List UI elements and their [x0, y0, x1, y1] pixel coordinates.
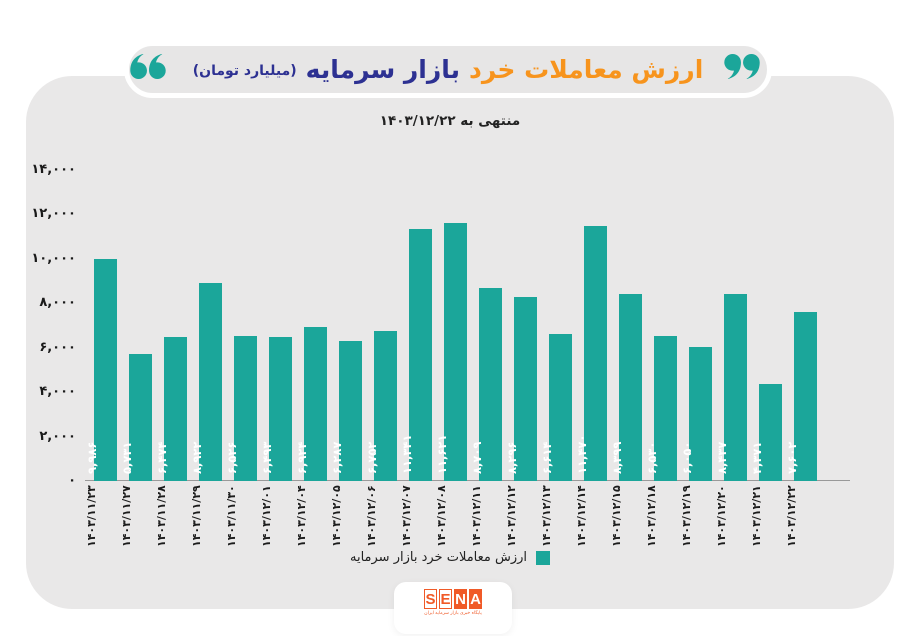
bar	[654, 335, 677, 481]
bar	[724, 293, 747, 481]
x-axis-tick-label: ۱۴۰۳/۱۲/۱۱	[469, 485, 483, 547]
bar-value-label: ۱۱,۳۴۱	[399, 434, 414, 474]
x-axis-tick-label: ۱۴۰۳/۱۱/۲۸	[154, 485, 168, 547]
bar-value-label: ۶,۵۲۶	[224, 441, 239, 474]
bar-value-label: ۶,۷۵۲	[364, 441, 379, 474]
x-axis-tick-label: ۱۴۰۳/۱۲/۰۸	[434, 485, 448, 547]
page-title-unit: (میلیارد تومان)	[192, 63, 297, 79]
bar-value-label: ۸,۳۹۹	[609, 441, 624, 474]
bar-value-label: ۱۱,۴۷۰	[574, 434, 589, 474]
logo-letter-n: N	[454, 589, 467, 609]
bar-value-label: ۸,۹۲۲	[189, 441, 204, 474]
bar-value-label: ۱۱,۶۲۱	[434, 434, 449, 474]
bar	[234, 336, 257, 481]
y-axis-tick-label: ۸,۰۰۰	[39, 295, 76, 311]
x-axis-tick-label: ۱۴۰۳/۱۲/۱۵	[609, 485, 623, 547]
y-axis-tick-label: ۴,۰۰۰	[39, 384, 76, 400]
bar-value-label: ۶,۴۹۳	[259, 441, 274, 474]
bar-value-label: ۶,۰۵۰	[679, 441, 694, 474]
logo-letter-a: A	[469, 589, 482, 609]
bar-value-label: ۸,۴۳۷	[714, 441, 729, 474]
y-axis-tick-label: ۶,۰۰۰	[39, 339, 76, 355]
bar	[759, 383, 782, 481]
bar-value-label: ۸,۲۹۶	[504, 441, 519, 474]
x-axis-tick-label: ۱۴۰۳/۱۲/۰۱	[259, 485, 273, 547]
bar-value-label: ۶,۶۱۴	[539, 441, 554, 474]
bar	[374, 331, 397, 481]
bar-value-label: ۶,۲۸۷	[329, 441, 344, 474]
sena-logo: S E N A پایگاه خبری بازار سرمایه ایران	[394, 582, 512, 634]
bar	[409, 229, 432, 481]
logo-tagline: پایگاه خبری بازار سرمایه ایران	[424, 611, 482, 616]
bar	[619, 294, 642, 481]
bar	[794, 312, 817, 481]
bar-value-label: ۷,۶۰۲	[784, 441, 799, 474]
y-axis-tick-label: ۰	[68, 473, 76, 488]
legend: ارزش معاملات خرد بازار سرمایه	[0, 550, 900, 565]
logo-letter-s: S	[424, 589, 437, 609]
bar-value-label: ۴,۳۷۱	[749, 441, 764, 474]
y-axis-tick-label: ۲,۰۰۰	[39, 428, 76, 444]
x-axis-tick-label: ۱۴۰۳/۱۲/۱۳	[539, 485, 553, 547]
bar-value-label: ۶,۴۷۴	[154, 441, 169, 474]
page-title-rest: بازار سرمایه	[305, 55, 461, 84]
bar	[129, 353, 152, 481]
bar	[304, 327, 327, 481]
x-axis-tick-label: ۱۴۰۳/۱۲/۱۸	[644, 485, 658, 547]
bar-value-label: ۸,۷۰۹	[469, 441, 484, 474]
bar-value-label: ۶,۹۲۴	[294, 441, 309, 474]
x-axis-tick-label: ۱۴۰۳/۱۲/۰۶	[364, 485, 378, 547]
x-axis-tick-label: ۱۴۰۳/۱۲/۰۵	[329, 485, 343, 547]
bar	[444, 222, 467, 481]
page-title-highlight: ارزش معاملات خرد	[469, 55, 704, 84]
x-axis-tick-label: ۱۴۰۳/۱۲/۱۹	[679, 485, 693, 547]
sena-logo-letters: S E N A	[424, 589, 482, 609]
x-axis-tick-label: ۱۴۰۳/۱۱/۲۷	[119, 485, 133, 547]
x-axis-tick-label: ۱۴۰۳/۱۲/۰۷	[399, 485, 413, 547]
opening-quote-icon	[130, 54, 166, 79]
bar	[479, 287, 502, 481]
x-axis-tick-label: ۱۴۰۳/۱۲/۲۲	[784, 485, 798, 547]
y-axis-tick-label: ۱۰,۰۰۰	[31, 250, 76, 266]
bar	[339, 341, 362, 481]
x-axis-tick-label: ۱۴۰۳/۱۱/۲۹	[189, 485, 203, 547]
bar	[94, 259, 117, 481]
x-axis-tick-label: ۱۴۰۳/۱۲/۱۲	[504, 485, 518, 547]
x-axis-line	[85, 480, 850, 481]
chart-subtitle: منتهی به ۱۴۰۳/۱۲/۲۲	[379, 113, 521, 129]
x-axis-tick-label: ۱۴۰۳/۱۲/۲۰	[714, 485, 728, 547]
x-axis-tick-label: ۱۴۰۳/۱۱/۲۳	[84, 485, 98, 547]
bar-value-label: ۹,۹۸۶	[84, 441, 99, 474]
x-axis-tick-label: ۱۴۰۳/۱۲/۰۴	[294, 485, 308, 547]
x-axis-tick-label: ۱۴۰۳/۱۲/۲۱	[749, 485, 763, 547]
bar	[584, 226, 607, 481]
bar-value-label: ۵,۷۳۱	[119, 441, 134, 474]
bar	[199, 282, 222, 481]
title-pill: ارزش معاملات خرد بازار سرمایه (میلیارد ت…	[124, 41, 772, 98]
bar-value-label: ۶,۵۳۰	[644, 441, 659, 474]
bar	[549, 334, 572, 481]
bar	[269, 336, 292, 481]
legend-swatch	[536, 550, 551, 565]
logo-letter-e: E	[439, 589, 452, 609]
y-axis-tick-label: ۱۴,۰۰۰	[31, 162, 76, 177]
closing-quote-icon	[724, 54, 760, 79]
bar	[689, 346, 712, 481]
bar	[164, 337, 187, 481]
bar	[514, 296, 537, 481]
y-axis-tick-label: ۱۲,۰۰۰	[31, 206, 76, 222]
legend-label: ارزش معاملات خرد بازار سرمایه	[349, 550, 528, 565]
x-axis-tick-label: ۱۴۰۳/۱۱/۳۰	[224, 485, 238, 547]
x-axis-tick-label: ۱۴۰۳/۱۲/۱۴	[574, 485, 588, 547]
